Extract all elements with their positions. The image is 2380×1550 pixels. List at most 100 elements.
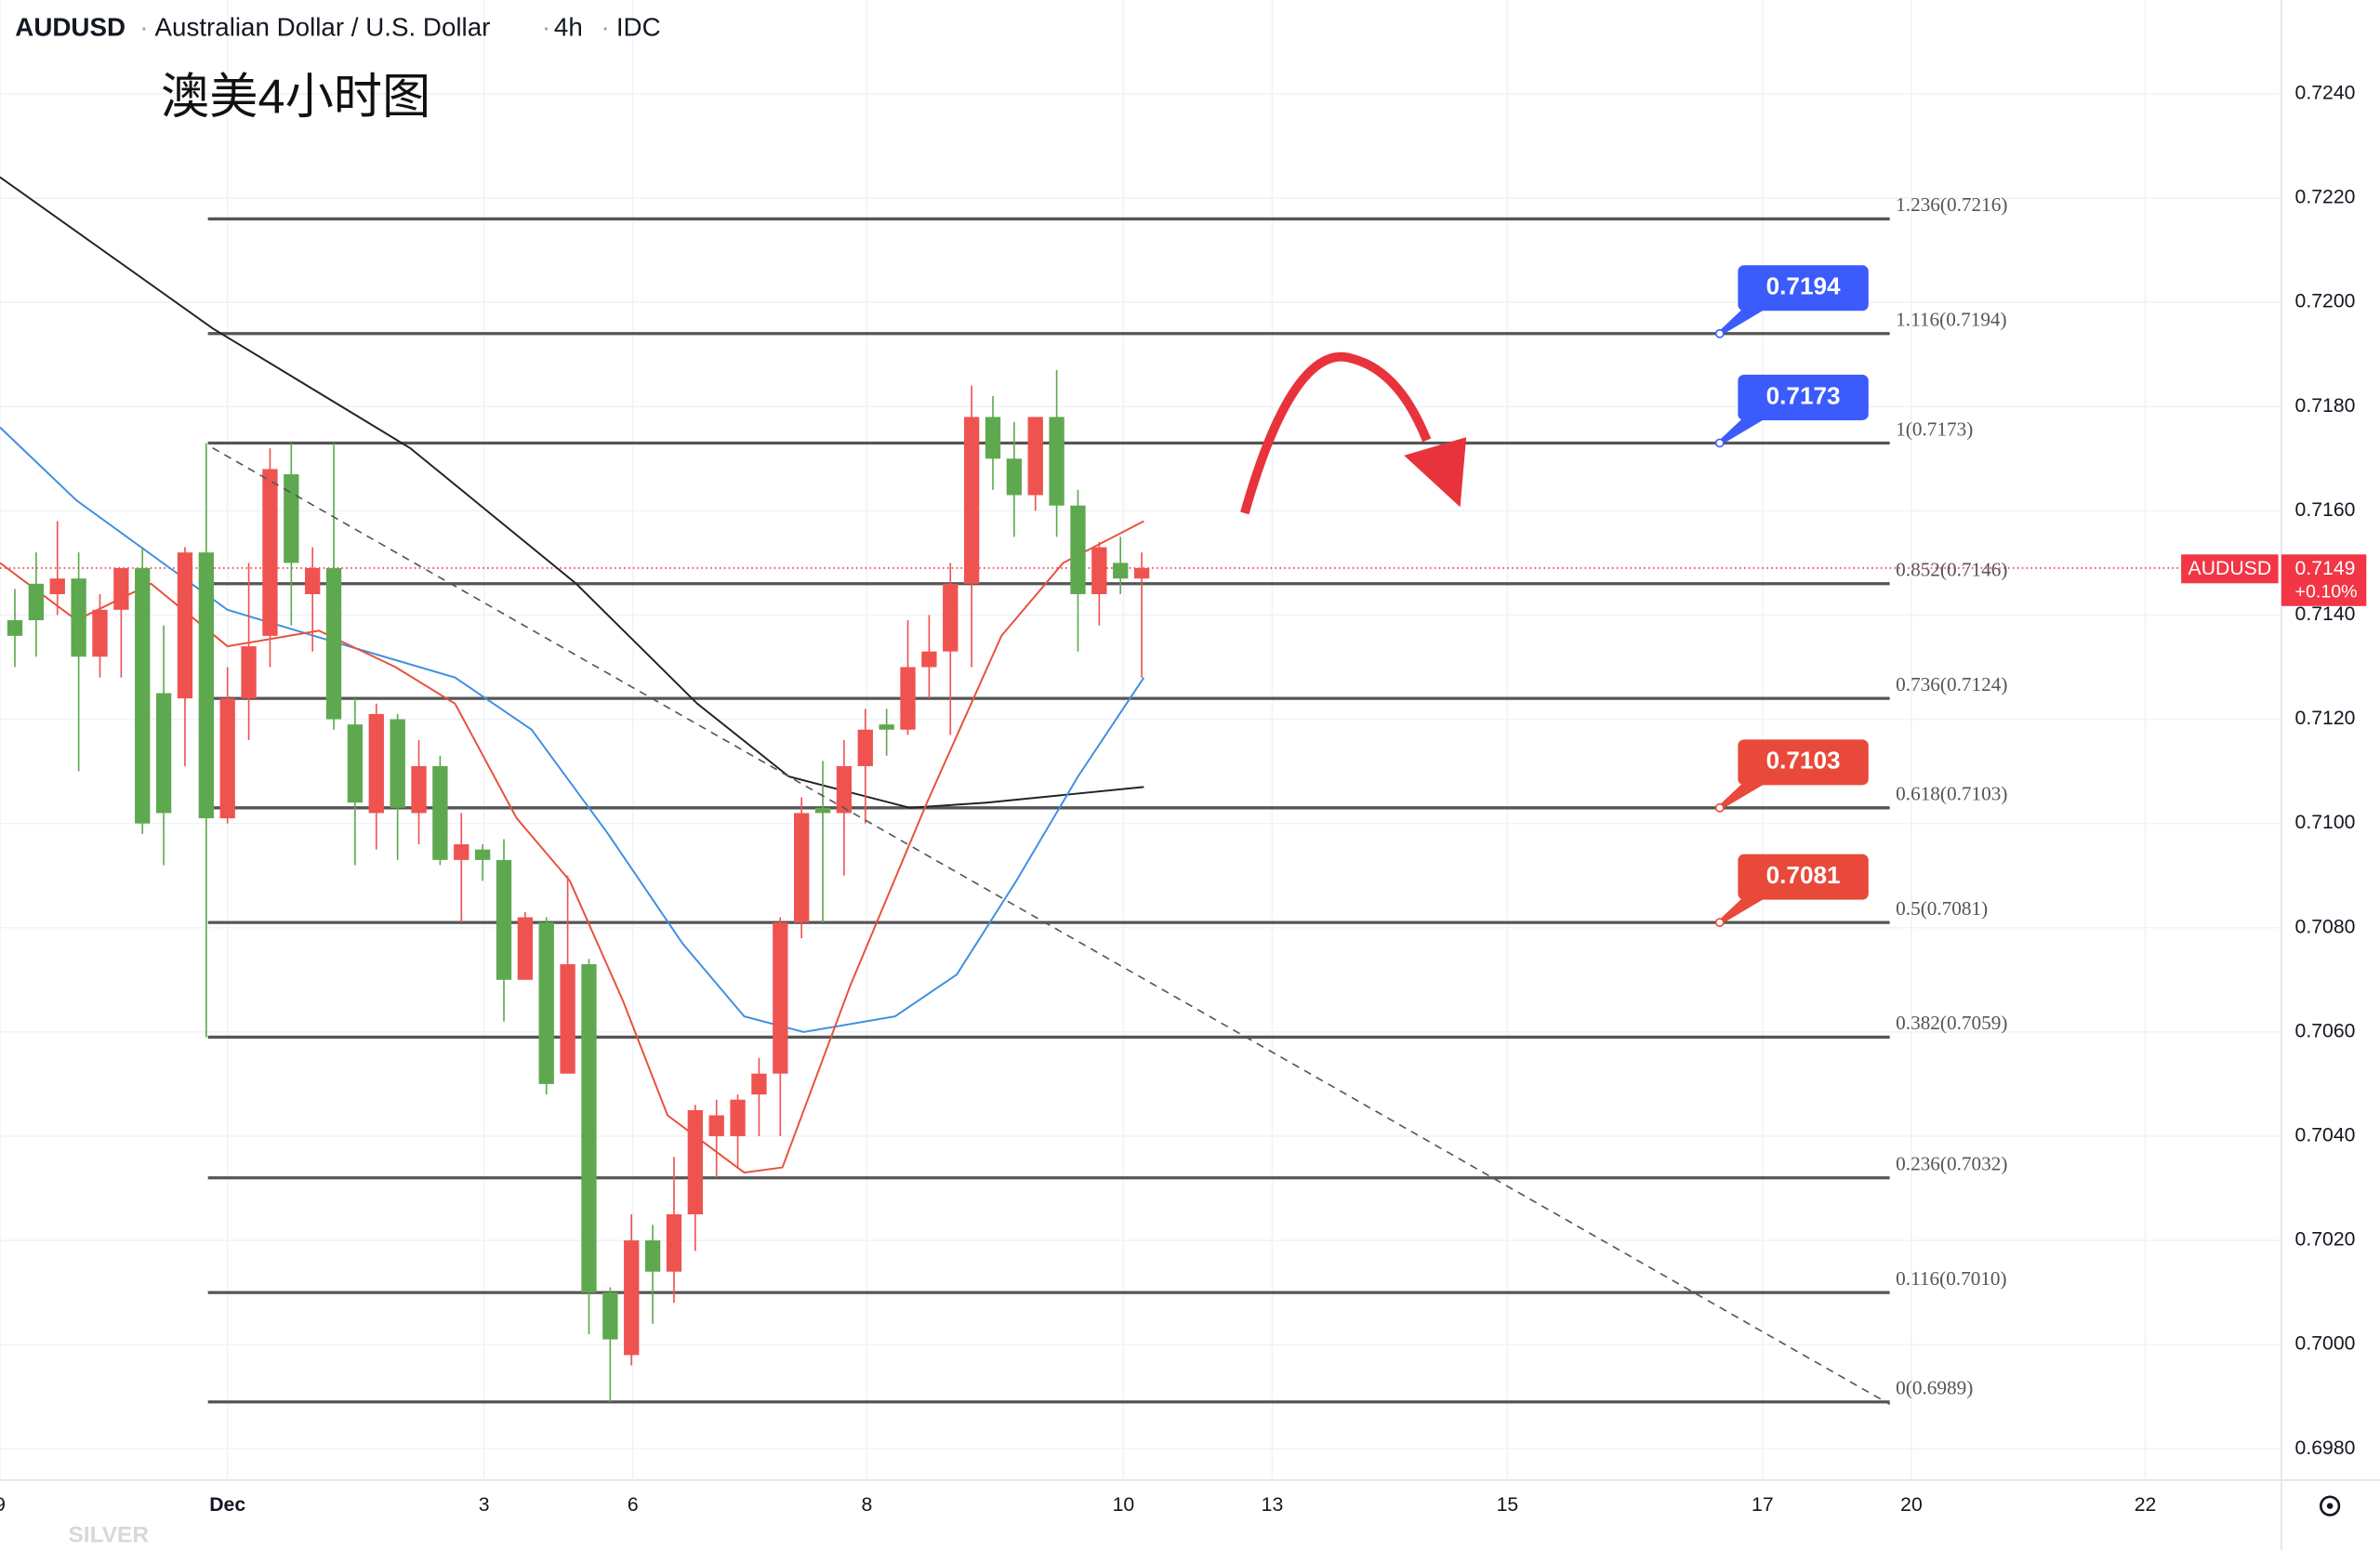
fib-label: 0.5(0.7081) xyxy=(1896,897,1988,920)
fib-label: 1.116(0.7194) xyxy=(1896,309,2006,331)
candle-body xyxy=(921,651,937,668)
tag-anchor xyxy=(1714,918,1725,928)
candle-body xyxy=(325,567,342,720)
settings-icon[interactable] xyxy=(2320,1495,2341,1517)
tag-box xyxy=(1738,739,1869,786)
tag-box xyxy=(1738,265,1869,311)
candle-body xyxy=(177,552,193,699)
moving-average xyxy=(0,176,1144,809)
candle-body xyxy=(666,1214,682,1272)
y-tick-label: 0.7120 xyxy=(2295,708,2356,729)
candle-body xyxy=(368,713,384,814)
candle-body xyxy=(113,567,129,610)
tag-box xyxy=(1738,374,1869,420)
tag-label: 0.7103 xyxy=(1766,747,1841,775)
candle-body xyxy=(857,729,873,766)
x-tick-label: Dec xyxy=(209,1494,245,1516)
candle-body xyxy=(581,963,597,1293)
fib-label: 0.382(0.7059) xyxy=(1896,1012,2007,1034)
candle-body xyxy=(624,1240,640,1356)
tag-box xyxy=(1738,854,1869,900)
candle-body xyxy=(1070,505,1086,595)
candle-body xyxy=(963,417,980,584)
tag-anchor xyxy=(1714,802,1725,813)
candle-body xyxy=(241,646,257,699)
x-tick-label: 22 xyxy=(2135,1494,2157,1516)
y-tick-label: 0.7060 xyxy=(2295,1020,2356,1041)
annotation: 澳美4小时图 xyxy=(161,71,430,125)
fib-label: 1.236(0.7216) xyxy=(1896,193,2007,216)
candle-body xyxy=(135,567,151,824)
price-tag: 0.7173 xyxy=(1714,374,1869,448)
candle-body xyxy=(262,469,278,636)
y-tick-label: 0.6980 xyxy=(2295,1437,2356,1459)
candle-body xyxy=(155,693,172,814)
fib-label: 0.116(0.7010) xyxy=(1896,1267,2006,1290)
price-tag: 0.7103 xyxy=(1714,739,1869,813)
candle-body xyxy=(432,765,448,860)
candle-body xyxy=(1027,417,1043,496)
y-tick-label: 0.7140 xyxy=(2295,603,2356,625)
y-tick-label: 0.7220 xyxy=(2295,187,2356,208)
y-tick-label: 0.7200 xyxy=(2295,291,2356,312)
candle-body xyxy=(602,1292,618,1340)
candle-body xyxy=(1006,458,1023,496)
candle-body xyxy=(454,844,469,860)
x-tick-label: 13 xyxy=(1262,1494,1284,1516)
price-badge-label: 0.7149 xyxy=(2295,558,2356,579)
y-tick-label: 0.7020 xyxy=(2295,1229,2356,1251)
x-tick-label: 6 xyxy=(628,1494,639,1516)
candle-body xyxy=(730,1099,746,1136)
x-tick-label: 8 xyxy=(861,1494,872,1516)
candle-body xyxy=(644,1240,661,1272)
candle-body xyxy=(751,1073,767,1095)
tag-label: 0.7194 xyxy=(1766,272,1841,300)
candle-body xyxy=(198,552,214,819)
separator: · xyxy=(602,12,610,41)
x-tick-label: 17 xyxy=(1752,1494,1774,1516)
x-tick-label: 3 xyxy=(479,1494,490,1516)
moving-average xyxy=(0,520,1144,1174)
y-tick-label: 0.7180 xyxy=(2295,395,2356,417)
symbol-badge-label: AUDUSD xyxy=(2188,558,2272,579)
trend-line xyxy=(212,446,1891,1405)
candle-body xyxy=(49,578,65,595)
candle-body xyxy=(284,474,299,563)
x-tick-label: 10 xyxy=(1113,1494,1135,1516)
y-tick-label: 0.7160 xyxy=(2295,499,2356,521)
fib-label: 0.236(0.7032) xyxy=(1896,1153,2007,1175)
fib-label: 0.618(0.7103) xyxy=(1896,783,2007,805)
candle-body xyxy=(92,609,108,657)
candle-body xyxy=(71,578,86,657)
fib-label: 0(0.6989) xyxy=(1896,1377,1973,1399)
candle-body xyxy=(7,620,23,636)
candle-body xyxy=(1049,417,1064,506)
price-change-label: +0.10% xyxy=(2295,581,2358,602)
y-tick-label: 0.7040 xyxy=(2295,1125,2356,1146)
candle-body xyxy=(411,765,427,814)
candle-body xyxy=(347,724,364,803)
gear[interactable] xyxy=(2320,1495,2341,1517)
candle-body xyxy=(794,813,810,923)
arrow-head xyxy=(1404,437,1467,508)
tag-anchor xyxy=(1714,438,1725,448)
candle-body xyxy=(474,849,491,860)
tag-anchor xyxy=(1714,328,1725,338)
fib-label: 0.736(0.7124) xyxy=(1896,673,2007,696)
fib-label: 0.852(0.7146) xyxy=(1896,559,2007,581)
tag-label: 0.7081 xyxy=(1766,861,1841,889)
candle-body xyxy=(305,567,321,595)
separator: · xyxy=(139,12,148,41)
candle-body xyxy=(390,719,405,808)
candle-body xyxy=(814,807,831,814)
price-tag: 0.7194 xyxy=(1714,265,1869,338)
price-badge xyxy=(2281,554,2367,606)
gear-center[interactable] xyxy=(2326,1503,2334,1509)
candle-body xyxy=(773,922,788,1074)
candle-body xyxy=(708,1115,724,1136)
watermark: SILVER xyxy=(68,1523,149,1548)
y-tick-label: 0.7080 xyxy=(2295,916,2356,937)
x-tick-label: 15 xyxy=(1497,1494,1519,1516)
price-tag: 0.7081 xyxy=(1714,854,1869,928)
